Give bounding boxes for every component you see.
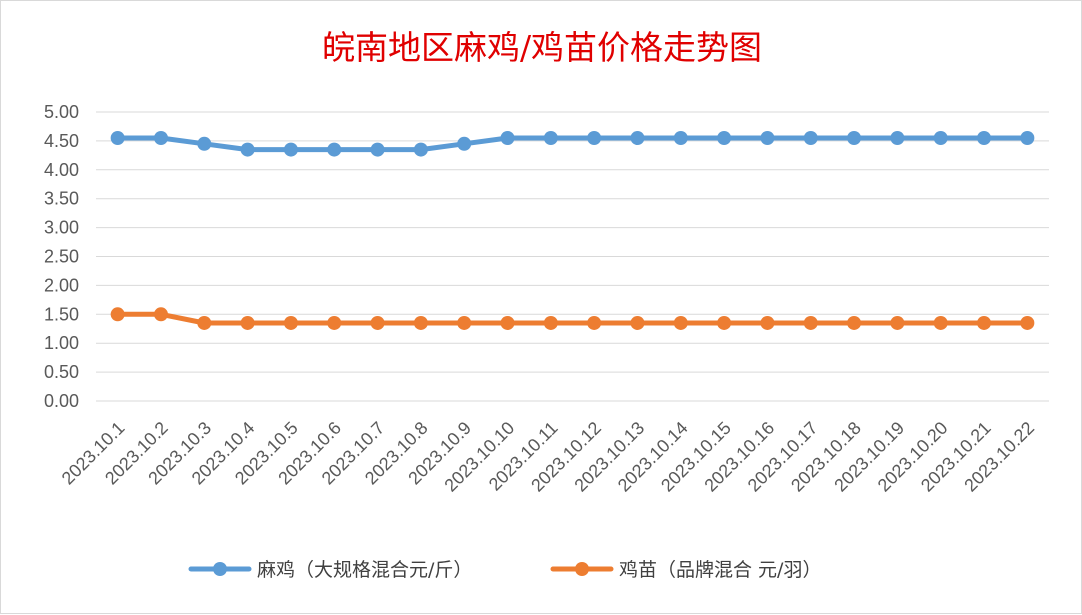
- data-point: [413, 315, 428, 330]
- data-point: [673, 315, 688, 330]
- data-point: [240, 315, 255, 330]
- data-point: [197, 315, 212, 330]
- data-point: [717, 315, 732, 330]
- data-point: [717, 131, 732, 146]
- data-point: [933, 315, 948, 330]
- y-tick-label: 0.50: [44, 362, 79, 382]
- series-1: [110, 131, 1035, 157]
- data-point: [500, 315, 515, 330]
- y-tick-label: 4.50: [44, 131, 79, 151]
- legend-marker: [575, 562, 589, 576]
- data-point: [327, 142, 342, 157]
- data-point: [1020, 131, 1035, 146]
- data-point: [847, 315, 862, 330]
- data-point: [847, 131, 862, 146]
- series-line: [115, 135, 1030, 153]
- legend-label: 鸡苗（品牌混合 元/羽）: [619, 559, 821, 581]
- data-point: [933, 131, 948, 146]
- data-point: [890, 315, 905, 330]
- y-tick-label: 5.00: [44, 102, 79, 122]
- legend: 麻鸡（大规格混合元/斤） 鸡苗（品牌混合 元/羽）: [188, 559, 821, 581]
- data-point: [110, 307, 125, 322]
- data-point: [543, 315, 558, 330]
- y-tick-label: 0.00: [44, 391, 79, 411]
- data-point: [803, 131, 818, 146]
- gridlines: [96, 111, 1049, 402]
- data-point: [153, 131, 168, 146]
- y-tick-label: 2.00: [44, 275, 79, 295]
- data-point: [240, 142, 255, 157]
- data-point: [370, 315, 385, 330]
- data-point: [543, 131, 558, 146]
- data-point: [760, 315, 775, 330]
- data-point: [110, 131, 125, 146]
- y-tick-label: 3.50: [44, 189, 79, 209]
- data-point: [803, 315, 818, 330]
- legend-item: 鸡苗（品牌混合 元/羽）: [550, 559, 821, 581]
- series-line: [115, 311, 1030, 326]
- series-lines: [110, 131, 1035, 330]
- y-tick-label: 3.00: [44, 218, 79, 238]
- data-point: [587, 131, 602, 146]
- x-axis-ticks: 2023.10.12023.10.22023.10.32023.10.42023…: [58, 418, 1038, 496]
- legend-label: 麻鸡（大规格混合元/斤）: [257, 559, 472, 581]
- y-axis-ticks: 5.00 4.50 4.00 3.50 3.00 2.50 2.00 1.50 1.00 0.50…: [44, 102, 79, 411]
- legend-item: 麻鸡（大规格混合元/斤）: [188, 559, 472, 581]
- data-point: [370, 142, 385, 157]
- data-point: [977, 315, 992, 330]
- chart-title: 皖南地区麻鸡/鸡苗价格走势图: [322, 28, 762, 67]
- data-point: [457, 136, 472, 151]
- y-tick-label: 1.50: [44, 304, 79, 324]
- series-2: [110, 307, 1035, 330]
- data-point: [283, 142, 298, 157]
- data-point: [1020, 315, 1035, 330]
- data-point: [457, 315, 472, 330]
- data-point: [977, 131, 992, 146]
- data-point: [197, 136, 212, 151]
- data-point: [760, 131, 775, 146]
- data-point: [587, 315, 602, 330]
- legend-marker: [213, 562, 227, 576]
- data-point: [630, 315, 645, 330]
- y-tick-label: 2.50: [44, 247, 79, 267]
- y-tick-label: 4.00: [44, 160, 79, 180]
- data-point: [673, 131, 688, 146]
- data-point: [630, 131, 645, 146]
- data-point: [890, 131, 905, 146]
- data-point: [413, 142, 428, 157]
- data-point: [500, 131, 515, 146]
- data-point: [283, 315, 298, 330]
- y-tick-label: 1.00: [44, 333, 79, 353]
- data-point: [153, 307, 168, 322]
- data-point: [327, 315, 342, 330]
